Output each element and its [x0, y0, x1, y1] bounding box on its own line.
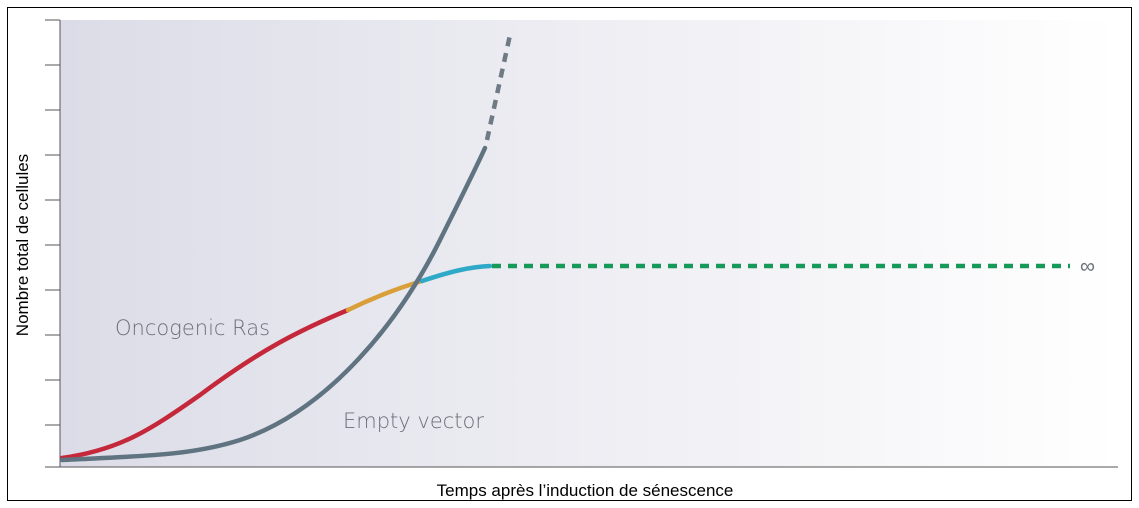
annotation-empty: Empty vector — [343, 409, 484, 433]
ras-curve-teal — [419, 263, 493, 284]
y-axis-label: Nombre total de cellules — [13, 154, 32, 336]
empty-vector-curve — [59, 145, 488, 463]
axes — [45, 19, 1118, 468]
annotation-infinity: ∞ — [1080, 254, 1095, 278]
ras-curve-red — [59, 307, 351, 461]
annotation-ras: Oncogenic Ras — [115, 316, 270, 340]
x-axis-label: Temps après l’induction de sénescence — [437, 481, 734, 500]
empty-vector-dashed — [484, 34, 513, 141]
plot-background — [60, 20, 1118, 467]
